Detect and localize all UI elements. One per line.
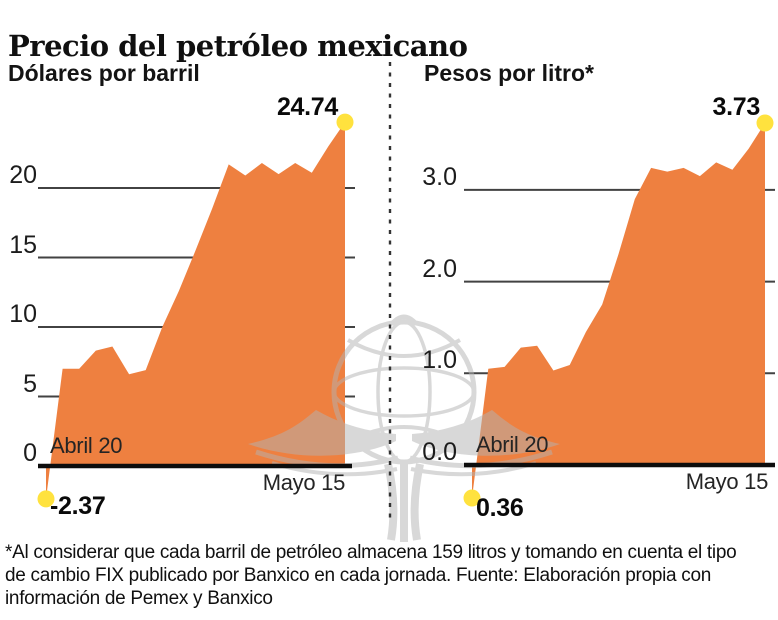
y-tick-label: 10 bbox=[9, 300, 37, 328]
end-point-dot bbox=[756, 114, 774, 132]
y-tick-label: 0 bbox=[23, 439, 37, 467]
series-start-value-label: 0.36 bbox=[476, 494, 524, 522]
footnote-line-2: de cambio FIX publicado por Banxico en c… bbox=[5, 565, 712, 586]
y-tick-label: 15 bbox=[9, 231, 37, 259]
page-title: Precio del petróleo mexicano bbox=[8, 29, 468, 64]
area-series bbox=[472, 123, 765, 498]
series-end-value-label: 24.74 bbox=[276, 93, 338, 121]
area-series-layer bbox=[46, 122, 765, 499]
series-start-value-label: -2.37 bbox=[50, 492, 106, 520]
x-axis-end-label: Mayo 15 bbox=[262, 470, 346, 495]
right-chart-subtitle: Pesos por litro* bbox=[424, 60, 594, 86]
y-tick-label: 5 bbox=[23, 370, 37, 398]
x-axis-start-label: Abril 20 bbox=[50, 433, 123, 458]
end-point-dot bbox=[336, 113, 354, 131]
series-end-value-label: 3.73 bbox=[712, 93, 761, 121]
start-point-dot bbox=[37, 490, 55, 508]
y-tick-label: 3.0 bbox=[422, 163, 457, 191]
footnote: *Al considerar que cada barril de petról… bbox=[5, 541, 737, 610]
footnote-line-1: *Al considerar que cada barril de petról… bbox=[5, 542, 737, 563]
footnote-line-3: información de Pemex y Banxico bbox=[5, 588, 273, 609]
y-tick-label: 20 bbox=[9, 161, 37, 189]
left-chart-subtitle: Dólares por barril bbox=[8, 60, 200, 86]
axis-layer bbox=[38, 462, 775, 469]
y-tick-label: 0.0 bbox=[422, 438, 457, 466]
x-axis-end-label: Mayo 15 bbox=[685, 469, 769, 494]
endpoint-dots-layer bbox=[37, 113, 774, 508]
x-axis-start-label: Abril 20 bbox=[476, 432, 549, 457]
y-tick-label: 1.0 bbox=[422, 346, 457, 374]
y-tick-label: 2.0 bbox=[422, 255, 457, 283]
area-series bbox=[46, 122, 345, 499]
start-point-dot bbox=[463, 489, 481, 507]
